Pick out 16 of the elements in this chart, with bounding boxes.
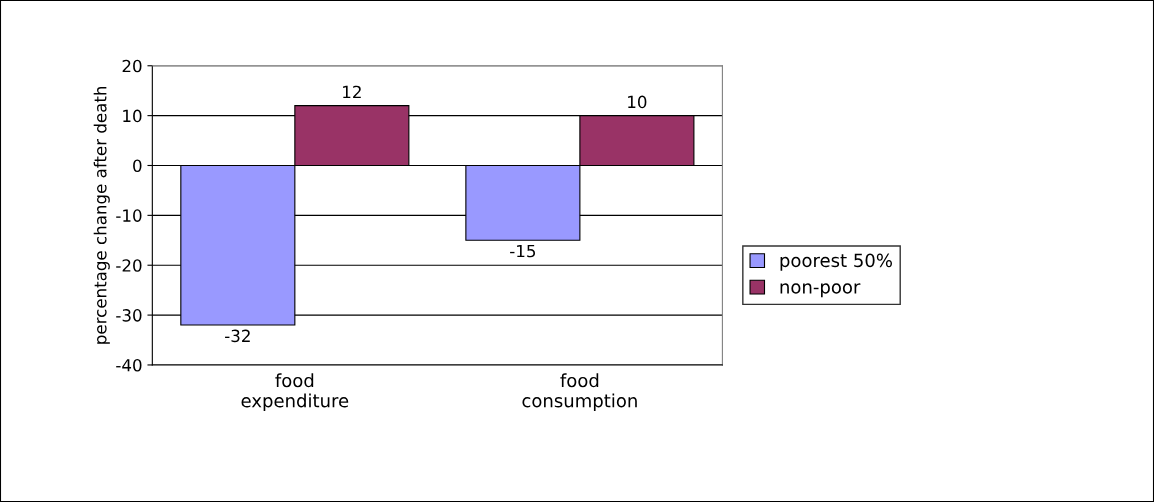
y-tick-label: -10: [116, 209, 142, 222]
data-label: 10: [628, 95, 647, 109]
y-tick-label: -20: [116, 259, 142, 272]
x-tick-label: food consumption: [522, 373, 637, 411]
legend-label: non-poor: [780, 283, 861, 298]
y-tick-label: 20: [122, 59, 142, 73]
y-tick-label: -40: [116, 358, 142, 372]
x-tick-label: food expenditure: [241, 373, 349, 411]
y-tick-label: 10: [123, 109, 142, 123]
y-tick-label: 0: [133, 159, 142, 173]
y-tick-label: -30: [116, 309, 142, 322]
data-label: -32: [225, 329, 250, 343]
legend-label: poorest 50%: [780, 253, 892, 271]
data-label: -15: [510, 244, 536, 258]
data-label: 12: [343, 85, 361, 99]
y-axis-title: percentage change after death: [93, 86, 110, 344]
